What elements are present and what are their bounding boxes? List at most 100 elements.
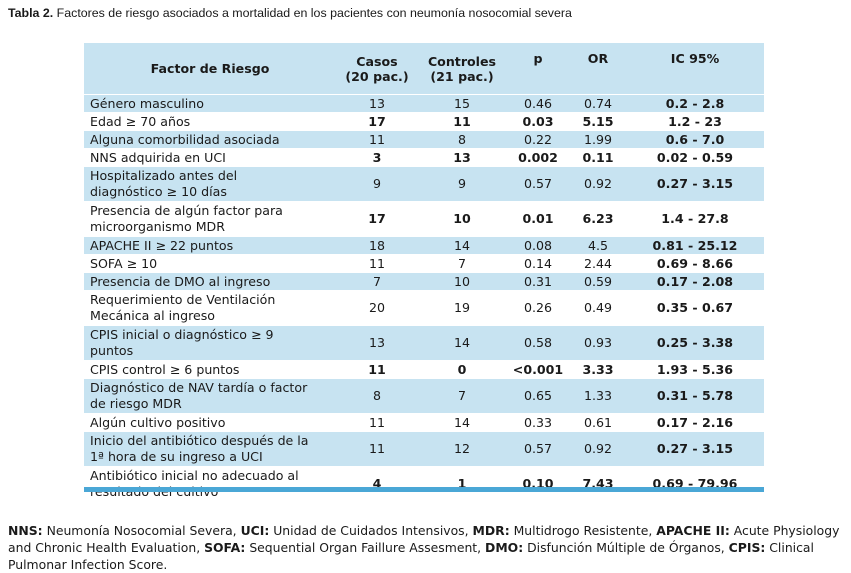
footnote-text: Unidad de Cuidados Intensivos, [269,523,473,538]
factor-line: Edad ≥ 70 años [90,113,191,129]
cell-or: 5.15 [570,112,626,131]
table-row: APACHE II ≥ 22 puntos 18 14 0.08 4.5 0.81 - 2… [84,236,764,255]
cell-controles: 15 [418,94,506,113]
cell-casos: 3 [336,148,418,167]
cell-casos: 11 [336,413,418,432]
cell-controles: 10 [418,272,506,291]
cell-casos: 11 [336,254,418,273]
cell-factor: NNS adquirida en UCI [84,148,336,167]
cell-or: 6.23 [570,201,626,237]
cell-controles: 0 [418,360,506,379]
cell-casos: 18 [336,236,418,255]
cell-p: 0.33 [506,413,570,432]
cell-p: 0.65 [506,378,570,414]
footnote-text: Acute Physiology and Chronic Health Eval… [8,523,840,555]
cell-ic: 0.2 - 2.8 [626,94,764,113]
cell-or: 0.92 [570,166,626,202]
cell-ic: 0.6 - 7.0 [626,130,764,149]
cell-controles: 10 [418,201,506,237]
footnote-text: Multidrogo Resistente, [509,523,657,538]
cell-casos: 11 [336,130,418,149]
table-row: Alguna comorbilidad asociada 11 8 0.22 1.99 0… [84,130,764,149]
cell-ic: 0.35 - 0.67 [626,290,764,326]
cell-p: 0.22 [506,130,570,149]
cell-ic: 0.02 - 0.59 [626,148,764,167]
footnote-abbr: DMO: [485,540,524,555]
cell-casos: 9 [336,166,418,202]
footnote-text: Disfunción Múltiple de Órganos, [523,540,729,555]
table-row: Edad ≥ 70 años 17 11 0.03 5.15 1.2 - 23 [84,112,764,131]
factor-line: diagnóstico ≥ 10 días [90,184,227,199]
cell-ic: 0.17 - 2.08 [626,272,764,291]
cell-controles: 8 [418,130,506,149]
cell-or: 1.33 [570,378,626,414]
cell-or: 0.93 [570,325,626,361]
cell-controles: 11 [418,112,506,131]
table-header-row: Factor de Riesgo Casos (20 pac.) Controle… [84,43,764,95]
cell-factor: CPIS control ≥ 6 puntos [84,360,336,379]
table-row: Algún cultivo positivo 11 14 0.33 0.61 0.17 -… [84,413,764,432]
cell-ic: 0.27 - 3.15 [626,166,764,202]
cell-controles: 14 [418,413,506,432]
footnote-abbr: NNS: [8,523,43,538]
cell-casos: 7 [336,272,418,291]
table-bottom-bar [84,487,764,492]
cell-p: 0.57 [506,431,570,467]
table-row: Género masculino 13 15 0.46 0.74 0.2 - 2.8 [84,94,764,113]
factor-line: APACHE II ≥ 22 puntos [90,237,234,253]
table-row: Diagnóstico de NAV tardía o factor de rie… [84,378,764,414]
table-row: Inicio del antibiótico después de la 1ª h… [84,431,764,467]
cell-p: 0.26 [506,290,570,326]
footnote-abbr: UCI: [240,523,270,538]
header-controles: Controles (21 pac.) [418,43,506,95]
table-row: CPIS control ≥ 6 puntos 11 0 <0.001 3.33 1.93… [84,360,764,379]
cell-controles: 14 [418,236,506,255]
cell-p: <0.001 [506,360,570,379]
cell-casos: 8 [336,378,418,414]
cell-factor: Edad ≥ 70 años [84,112,336,131]
cell-casos: 11 [336,431,418,467]
cell-or: 0.49 [570,290,626,326]
cell-casos: 17 [336,201,418,237]
cell-factor: Alguna comorbilidad asociada [84,130,336,149]
cell-or: 0.11 [570,148,626,167]
header-or: OR [570,43,626,95]
cell-factor: APACHE II ≥ 22 puntos [84,236,336,255]
cell-casos: 17 [336,112,418,131]
header-p: p [506,43,570,95]
table-row: Presencia de algún factor para microorgan… [84,201,764,237]
cell-casos: 4 [336,466,418,502]
factor-line: Diagnóstico de NAV tardía o factor [90,380,308,395]
cell-controles: 7 [418,378,506,414]
cell-casos: 13 [336,94,418,113]
cell-or: 0.59 [570,272,626,291]
cell-or: 2.44 [570,254,626,273]
cell-factor: Presencia de algún factor para microorgan… [84,201,336,237]
cell-p: 0.002 [506,148,570,167]
cell-ic: 0.69 - 79.96 [626,466,764,502]
cell-or: 0.61 [570,413,626,432]
cell-controles: 7 [418,254,506,273]
cell-p: 0.46 [506,94,570,113]
cell-ic: 0.69 - 8.66 [626,254,764,273]
cell-factor: Género masculino [84,94,336,113]
cell-or: 0.74 [570,94,626,113]
cell-ic: 1.93 - 5.36 [626,360,764,379]
factor-line: Hospitalizado antes del [90,168,238,183]
footnote-abbr: SOFA: [204,540,246,555]
footnote-text: Clinical Pulmonar Infection Score. [8,540,814,572]
factor-line: Presencia de algún factor para [90,203,283,218]
factor-line: microorganismo MDR [90,219,226,234]
factor-line: puntos [90,343,134,358]
cell-or: 4.5 [570,236,626,255]
cell-p: 0.31 [506,272,570,291]
table-row: Antibiótico inicial no adecuado alresult… [84,466,764,502]
factor-line: Presencia de DMO al ingreso [90,273,271,289]
factor-line: Antibiótico inicial no adecuado al [90,468,299,484]
cell-ic: 0.25 - 3.38 [626,325,764,361]
cell-or: 1.99 [570,130,626,149]
cell-factor: Presencia de DMO al ingreso [84,272,336,291]
cell-controles: 1 [418,466,506,502]
cell-factor: SOFA ≥ 10 [84,254,336,273]
table-row: CPIS inicial o diagnóstico ≥ 9 puntos 13 14… [84,325,764,361]
